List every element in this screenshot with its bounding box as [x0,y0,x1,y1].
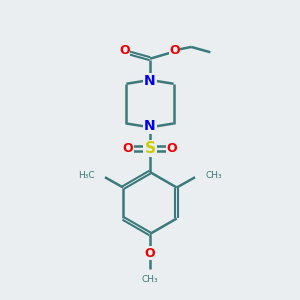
Text: O: O [123,142,133,155]
Text: N: N [144,119,156,134]
Text: O: O [119,44,130,57]
Text: O: O [167,142,177,155]
Text: O: O [169,44,180,57]
Text: CH₃: CH₃ [142,275,158,284]
Text: H₃C: H₃C [78,171,95,180]
Text: S: S [145,141,155,156]
Text: N: N [144,74,156,88]
Text: CH₃: CH₃ [205,171,222,180]
Text: O: O [145,247,155,260]
